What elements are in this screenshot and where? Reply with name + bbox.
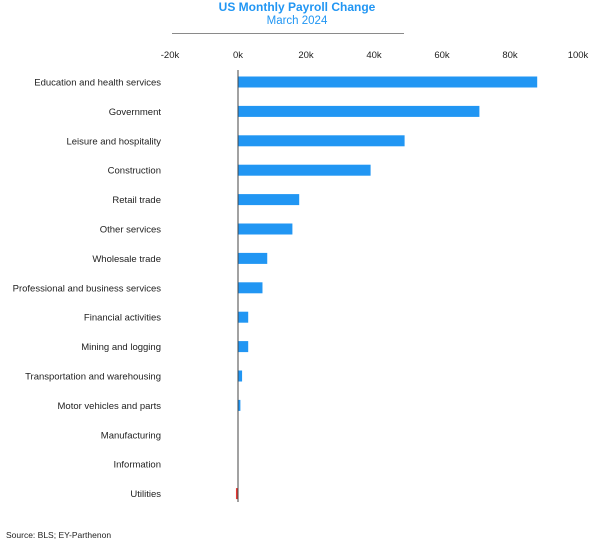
category-label: Wholesale trade — [92, 254, 161, 265]
category-label: Financial activities — [84, 313, 161, 324]
x-tick-label: 40k — [366, 50, 382, 61]
category-label: Transportation and warehousing — [25, 372, 161, 383]
category-label: Utilities — [130, 489, 161, 500]
x-tick-label: 100k — [568, 50, 589, 61]
bars — [235, 76, 538, 500]
bar — [238, 399, 241, 411]
category-label: Motor vehicles and parts — [58, 401, 162, 412]
bar — [238, 76, 538, 88]
bar — [238, 164, 371, 176]
category-labels: Education and health services Government L… — [13, 78, 162, 501]
source-note: Source: BLS; EY-Parthenon — [6, 530, 112, 540]
x-tick-label: 0k — [233, 50, 243, 61]
chart-title: US Monthly Payroll Change — [218, 0, 376, 14]
bar — [235, 488, 238, 500]
bar — [238, 341, 249, 353]
bar — [238, 105, 480, 117]
category-label: Manufacturing — [101, 430, 161, 441]
bar — [238, 223, 293, 235]
bar — [238, 135, 405, 147]
x-axis-ticks: -20k 0k 20k 40k 60k 80k 100k — [161, 50, 589, 61]
x-tick-label: -20k — [161, 50, 180, 61]
bar — [238, 311, 249, 323]
payroll-bar-chart: -20k 0k 20k 40k 60k 80k 100k Education and hea… — [13, 50, 589, 502]
category-label: Other services — [100, 225, 161, 236]
category-label: Retail trade — [112, 195, 161, 206]
bar — [238, 252, 268, 264]
category-label: Professional and business services — [13, 283, 162, 294]
category-label: Information — [113, 460, 161, 471]
title-underline — [172, 33, 404, 34]
category-label: Leisure and hospitality — [66, 136, 161, 147]
bar — [238, 282, 263, 294]
x-tick-label: 60k — [434, 50, 450, 61]
category-label: Construction — [108, 166, 161, 177]
category-label: Government — [109, 107, 162, 118]
x-tick-label: 80k — [502, 50, 518, 61]
category-label: Education and health services — [34, 78, 161, 89]
bar — [238, 194, 300, 206]
bar — [238, 370, 243, 382]
chart-subtitle: March 2024 — [266, 15, 328, 27]
x-tick-label: 20k — [298, 50, 314, 61]
category-label: Mining and logging — [81, 342, 161, 353]
